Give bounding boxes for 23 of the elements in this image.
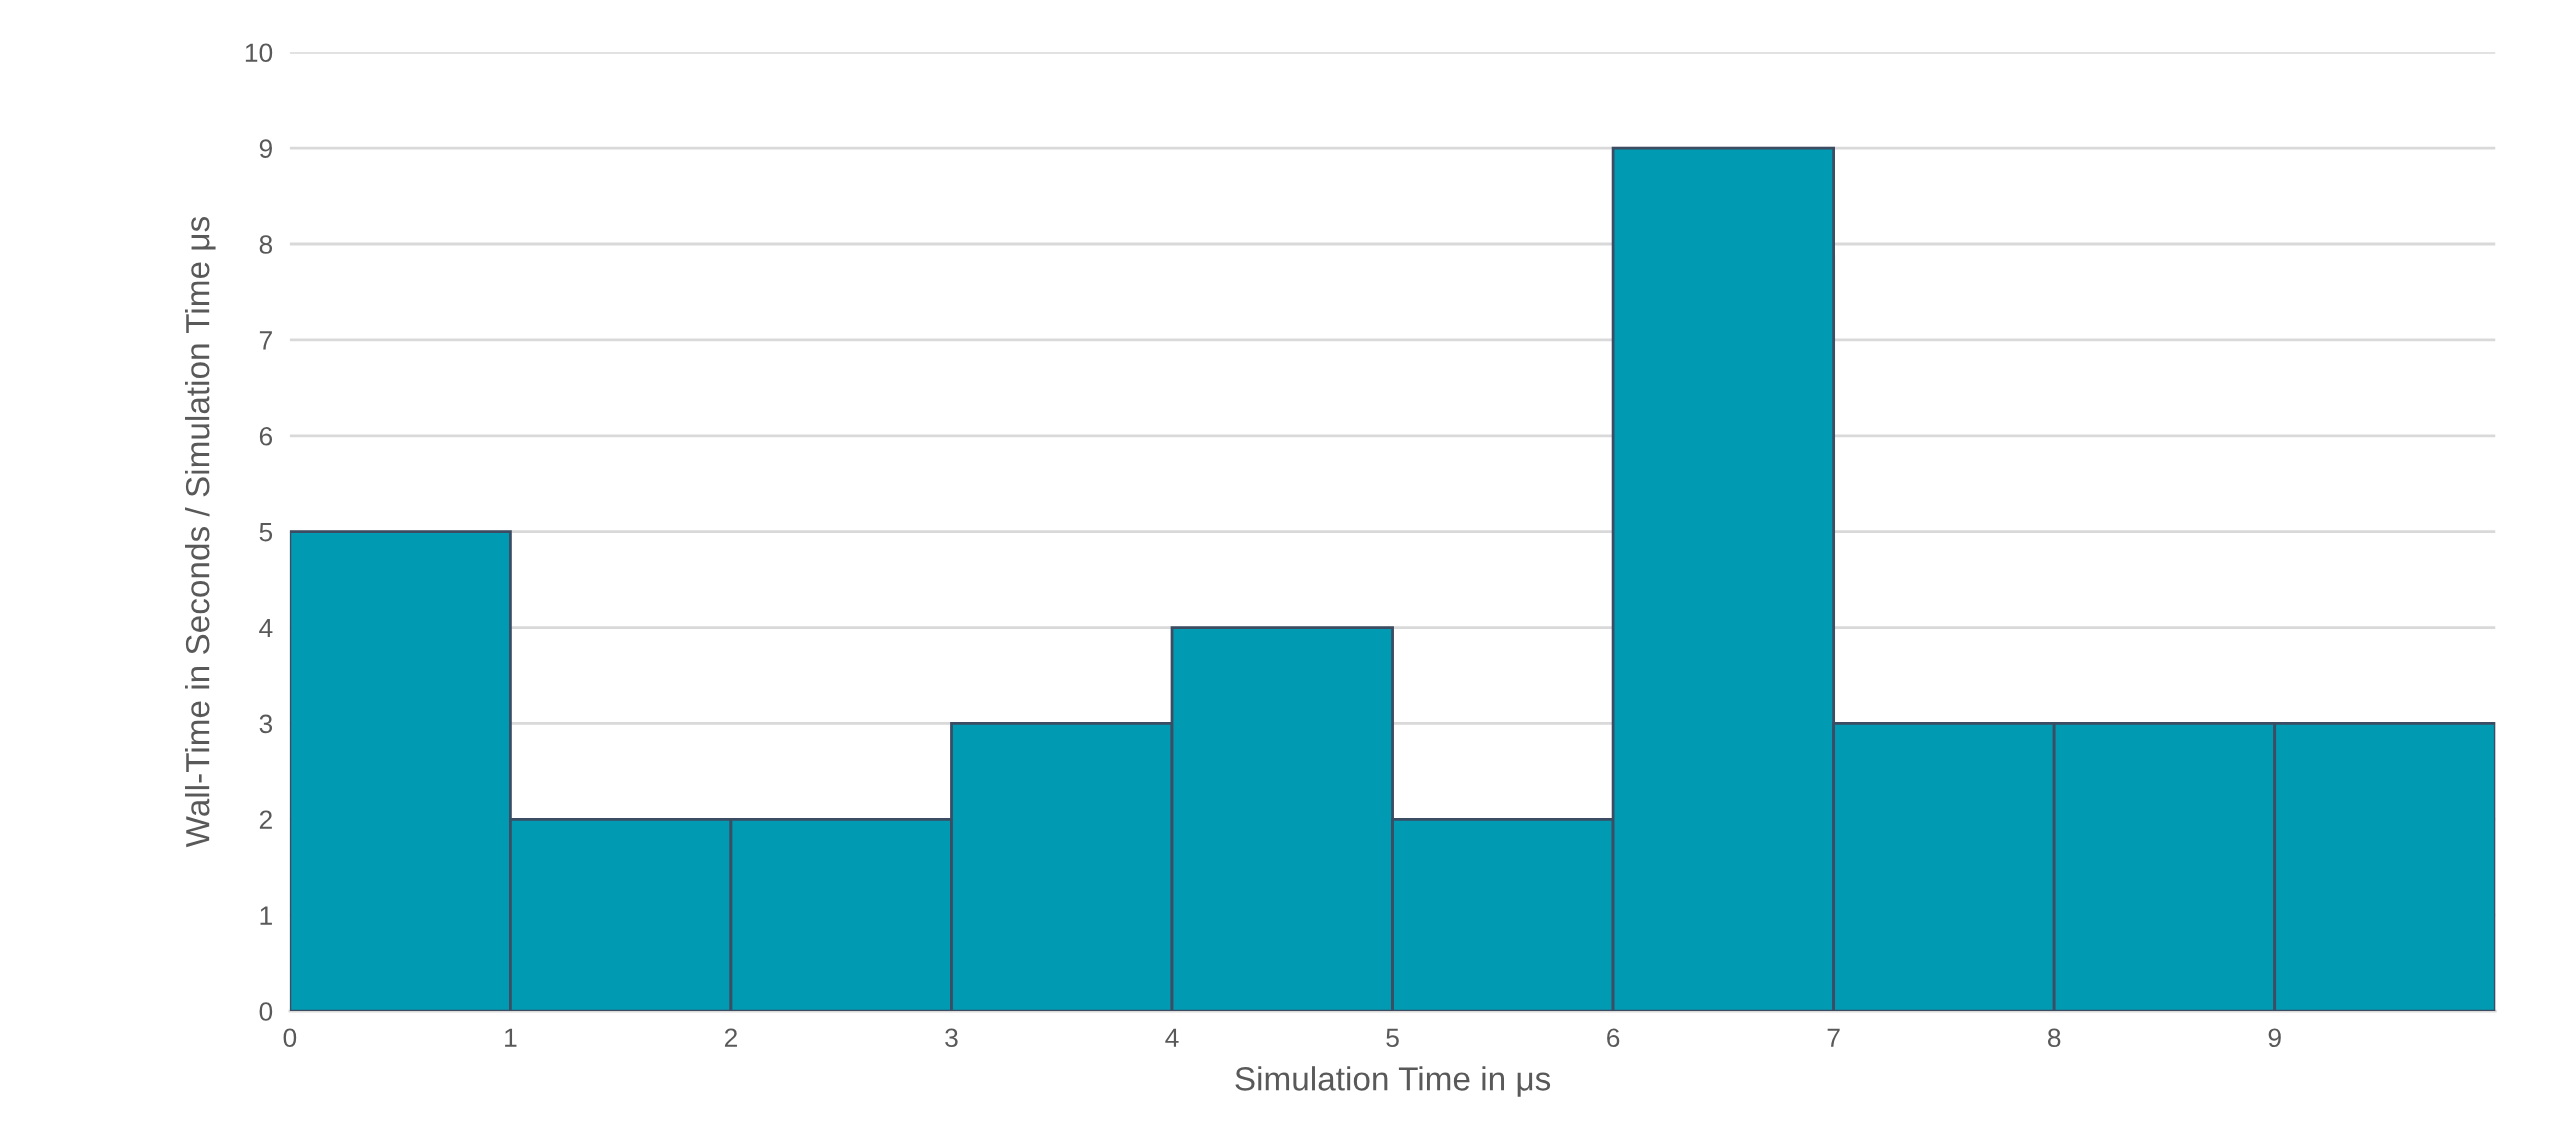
x-axis-title: Simulation Time in μs bbox=[1235, 1066, 1551, 1097]
y-tick-label: 9 bbox=[259, 139, 272, 158]
x-tick-label: 5 bbox=[1386, 1028, 1399, 1048]
x-tick-label: 2 bbox=[724, 1028, 737, 1047]
y-tick-label: 6 bbox=[259, 426, 273, 446]
y-tick-label: 0 bbox=[259, 1002, 273, 1021]
y-tick-label: 7 bbox=[259, 331, 272, 350]
x-tick-label: 4 bbox=[1165, 1028, 1179, 1047]
y-tick-label: 5 bbox=[259, 523, 273, 542]
y-tick-label: 10 bbox=[245, 43, 273, 63]
y-tick-label: 4 bbox=[259, 618, 273, 638]
x-tick-label: 1 bbox=[505, 1028, 517, 1047]
y-tick-label: 3 bbox=[259, 714, 273, 734]
y-tick-label: 2 bbox=[259, 810, 272, 829]
x-tick-label: 3 bbox=[945, 1028, 958, 1048]
y-tick-label: 1 bbox=[260, 906, 272, 925]
x-tick-label: 6 bbox=[1607, 1028, 1620, 1048]
y-axis-title: Wall-Time in Seconds / Simulation Time μs bbox=[185, 216, 216, 848]
x-tick-label: 9 bbox=[2268, 1028, 2281, 1048]
x-tick-label: 7 bbox=[1827, 1028, 1840, 1047]
y-tick-label: 8 bbox=[259, 235, 273, 254]
x-tick-label: 8 bbox=[2047, 1028, 2061, 1048]
x-tick-label: 0 bbox=[283, 1028, 297, 1048]
